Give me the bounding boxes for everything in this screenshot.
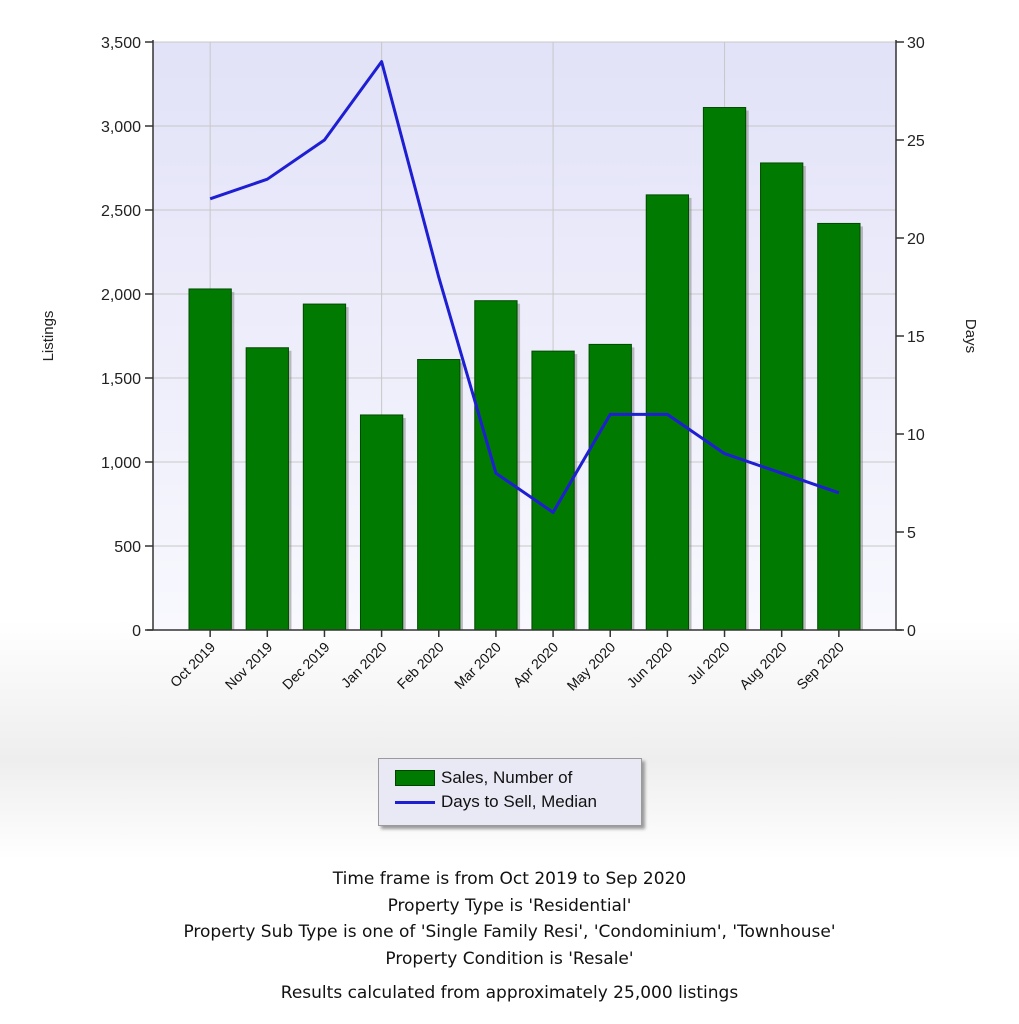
bar	[702, 107, 747, 631]
x-tick-label: Sep 2020	[793, 639, 847, 693]
days-to-sell-line	[209, 60, 840, 514]
legend-label-days: Days to Sell, Median	[441, 792, 597, 811]
y2-tick-label: 10	[907, 427, 925, 444]
y-tick-label: 500	[114, 539, 141, 556]
combo-chart: 0 500 1,000 1,500 2,000 2,500 3,000 3,500 0 5 10 1…	[40, 35, 979, 694]
legend-swatch-line	[395, 800, 435, 804]
y2-tick-label: 25	[907, 133, 925, 150]
bar	[760, 162, 804, 631]
x-tick-label: Jan 2020	[338, 639, 390, 691]
x-axis-ticks: Oct 2019 Nov 2019 Dec 2019 Jan 2020 Feb 2020…	[167, 630, 847, 694]
x-tick-label: May 2020	[564, 639, 619, 694]
x-tick-label: Nov 2019	[222, 639, 276, 693]
bar-series	[188, 107, 863, 631]
bar	[588, 343, 632, 631]
x-tick-label: Jul 2020	[684, 639, 733, 688]
bar	[817, 222, 861, 631]
y-axis-title: Listings	[40, 311, 57, 362]
y-tick-label: 2,500	[101, 203, 141, 220]
x-tick-label: Feb 2020	[394, 639, 447, 692]
x-tick-label: Mar 2020	[451, 639, 504, 692]
chart-legend: Sales, Number of Days to Sell, Median	[378, 758, 642, 826]
bar	[531, 350, 575, 631]
x-tick-label: Apr 2020	[510, 639, 562, 691]
legend-item-days: Days to Sell, Median	[395, 791, 597, 813]
y-tick-label: 1,000	[101, 455, 141, 472]
legend-item-sales: Sales, Number of	[395, 767, 572, 789]
x-tick-label: Aug 2020	[736, 639, 790, 693]
y2-tick-label: 20	[907, 231, 925, 248]
bar	[417, 359, 461, 631]
legend-swatch-bar	[395, 770, 435, 786]
x-tick-label: Jun 2020	[623, 639, 675, 691]
y2-tick-label: 15	[907, 329, 925, 346]
bar	[302, 303, 347, 631]
note-property-type: Property Type is 'Residential'	[387, 895, 632, 916]
y2-tick-label: 30	[907, 35, 925, 52]
note-sub-type: Property Sub Type is one of 'Single Fami…	[183, 922, 836, 942]
y2-tick-label: 5	[907, 525, 916, 542]
y2-axis-ticks: 0 5 10 15 20 25 30	[896, 35, 925, 640]
bar	[645, 194, 690, 631]
y-tick-label: 1,500	[101, 371, 141, 388]
x-tick-label: Oct 2019	[167, 639, 219, 691]
y-tick-label: 0	[132, 623, 141, 640]
y-axis-ticks: 0 500 1,000 1,500 2,000 2,500 3,000 3,500	[101, 35, 153, 640]
y-tick-label: 3,500	[101, 35, 141, 52]
bar	[188, 288, 232, 631]
chart-notes: Time frame is from Oct 2019 to Sep 2020 …	[0, 866, 1019, 1007]
note-condition: Property Condition is 'Resale'	[385, 948, 634, 969]
note-time-frame: Time frame is from Oct 2019 to Sep 2020	[332, 869, 687, 889]
y-tick-label: 3,000	[101, 119, 141, 136]
bar	[245, 347, 289, 631]
bar	[359, 414, 404, 631]
y2-tick-label: 0	[907, 623, 916, 640]
y2-axis-title: Days	[962, 319, 979, 353]
bar	[474, 300, 518, 631]
line-series	[209, 60, 840, 514]
x-tick-label: Dec 2019	[279, 639, 333, 693]
note-results: Results calculated from approximately 25…	[280, 983, 739, 1003]
legend-label-sales: Sales, Number of	[441, 768, 573, 787]
y-tick-label: 2,000	[101, 287, 141, 304]
